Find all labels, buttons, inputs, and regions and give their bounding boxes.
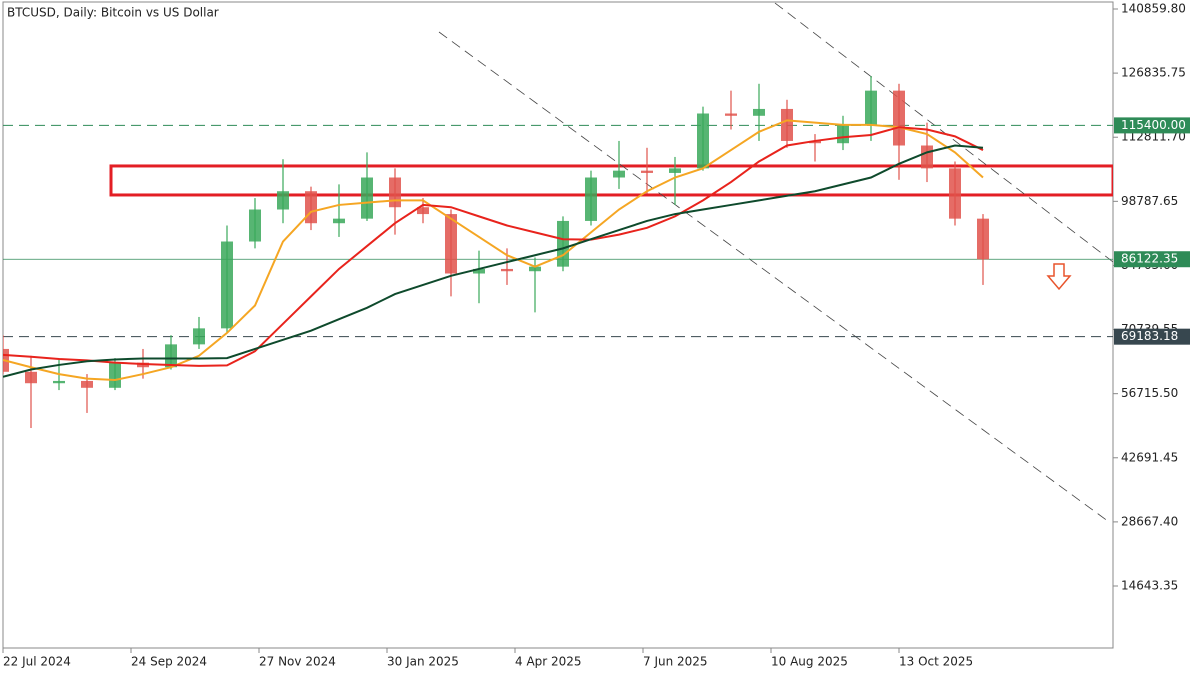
candle-body (753, 108, 765, 116)
chart-title: BTCUSD, Daily: Bitcoin vs US Dollar (7, 6, 219, 20)
candle-body (725, 113, 737, 116)
x-tick-label: 10 Aug 2025 (771, 655, 848, 669)
candle-body (165, 344, 177, 368)
candle-body (669, 168, 681, 173)
candle-body (585, 177, 597, 221)
price-label-box (1114, 117, 1190, 134)
resistance-zone (109, 164, 1113, 197)
candle-body (277, 191, 289, 210)
candle-body (893, 90, 905, 146)
x-tick-label: 22 Jul 2024 (3, 655, 71, 669)
candle-body (837, 124, 849, 144)
candle-body (389, 177, 401, 208)
candle-body (221, 241, 233, 329)
candle-body (529, 266, 541, 272)
x-tick-label: 30 Jan 2025 (387, 655, 459, 669)
moving-average (3, 144, 984, 378)
price-label: 86122.35 (1121, 252, 1178, 266)
plot-frame (2, 1, 1114, 649)
candle-body (473, 268, 485, 274)
candle-body (949, 168, 961, 219)
candle-body (361, 177, 373, 219)
y-tick-label: 140859.80 (1121, 1, 1186, 15)
candle-body (193, 328, 205, 345)
candle-body (613, 170, 625, 178)
candle-body (333, 218, 345, 224)
candle-body (977, 218, 989, 260)
down-arrow (1046, 263, 1072, 291)
candle-body (25, 371, 37, 384)
y-tick-label: 126835.75 (1121, 66, 1186, 80)
y-tick-label: 42691.45 (1121, 450, 1178, 464)
y-tick-label: 28667.40 (1121, 514, 1178, 528)
candle-body (249, 209, 261, 242)
candle-body (501, 268, 513, 272)
x-tick-label: 4 Apr 2025 (515, 655, 582, 669)
price-label-box (1114, 328, 1190, 345)
candle-body (697, 113, 709, 169)
candle-body (781, 108, 793, 141)
moving-average (3, 126, 984, 367)
candle-body (641, 170, 653, 173)
y-tick-label: 14643.35 (1121, 579, 1178, 593)
candle-body (53, 380, 65, 384)
y-tick-label: 98787.65 (1121, 194, 1178, 208)
x-tick-label: 13 Oct 2025 (899, 655, 973, 669)
trend-line (438, 31, 1110, 523)
candle-body (305, 191, 317, 224)
candle-body (865, 90, 877, 125)
candle-body (81, 380, 93, 388)
plot (3, 2, 1113, 523)
price-label-box (1114, 251, 1190, 268)
price-label: 69183.18 (1121, 329, 1178, 343)
candle-body (445, 214, 457, 274)
x-tick-label: 27 Nov 2024 (259, 655, 336, 669)
candle-body (109, 362, 121, 388)
candle-body (417, 207, 429, 215)
trend-line (774, 2, 1113, 263)
candle-body (557, 220, 569, 267)
x-tick-label: 24 Sep 2024 (131, 655, 207, 669)
candle-body (921, 145, 933, 169)
price-label: 115400.00 (1121, 118, 1186, 132)
x-tick-label: 7 Jun 2025 (643, 655, 708, 669)
y-tick-label: 56715.50 (1121, 386, 1178, 400)
candle-body (809, 140, 821, 144)
moving-average (3, 119, 984, 382)
